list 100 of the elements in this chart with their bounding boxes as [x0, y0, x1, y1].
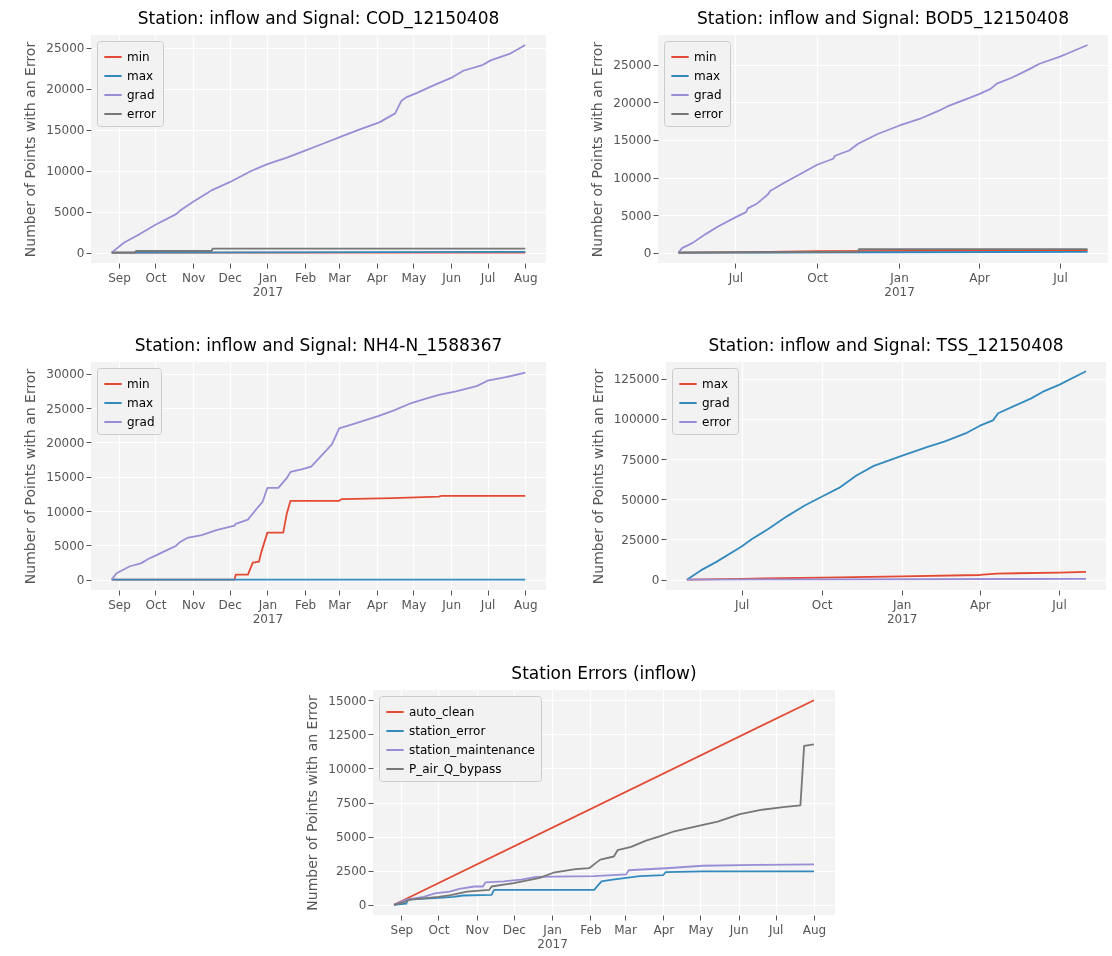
chart-title: Station: inflow and Signal: TSS_12150408 [708, 335, 1064, 356]
legend-label: error [694, 107, 724, 121]
y-tick-label: 7500 [335, 796, 367, 810]
x-tick-label: Aug [514, 597, 538, 612]
x-tick-label: Jul [479, 270, 496, 285]
x-tick-label: Sep [108, 597, 131, 612]
y-tick-label: 30000 [46, 367, 85, 382]
line-series [393, 743, 815, 906]
y-tick-label: 15000 [46, 123, 85, 138]
y-tick-label: 50000 [621, 492, 660, 507]
y-tick-label: 12500 [328, 727, 367, 742]
chart-title: Station: inflow and Signal: COD_12150408 [137, 8, 500, 29]
x-tick-label: Dec [502, 922, 526, 937]
x-tick-label: Nov [181, 270, 206, 285]
legend-label: error [127, 107, 157, 121]
legend-label: auto_clean [409, 705, 475, 719]
y-tick-label: 0 [651, 573, 660, 588]
y-tick-label: 25000 [46, 41, 85, 56]
y-tick-label: 25000 [621, 532, 660, 547]
x-tick-label: Jan 2017 [537, 922, 568, 951]
y-tick-label: 10000 [46, 164, 85, 179]
x-tick-label: Jul [1052, 270, 1068, 285]
x-tick-label: Oct [428, 922, 450, 937]
y-tick-label: 15000 [328, 693, 367, 708]
legend-label: grad [702, 396, 730, 410]
y-tick-label: 25000 [46, 401, 85, 416]
line-series [393, 870, 815, 906]
x-tick-label: Jul [767, 922, 784, 937]
x-tick-label: Sep [108, 270, 131, 285]
y-tick-label: 5000 [620, 208, 652, 223]
line-series [677, 44, 1089, 254]
y-tick-label: 15000 [46, 470, 85, 485]
legend-label: min [694, 50, 717, 64]
y-tick-label: 20000 [46, 82, 85, 97]
x-tick-label: Jun [728, 922, 749, 937]
y-tick-label: 5000 [335, 830, 367, 845]
y-tick-label: 0 [76, 573, 85, 588]
line-series [110, 44, 527, 254]
y-tick-label: 75000 [621, 452, 660, 467]
legend-label: grad [127, 415, 155, 429]
y-axis-title: Number of Points with an Error [589, 368, 606, 585]
x-tick-label: May [401, 597, 427, 612]
x-tick-label: Jul [727, 270, 744, 285]
x-tick-label: Aug [802, 922, 827, 937]
legend-label: P_air_Q_bypass [409, 762, 502, 776]
x-tick-label: Dec [218, 270, 242, 285]
y-tick-label: 10000 [328, 761, 367, 776]
legend-label: grad [127, 88, 155, 102]
line-series [685, 370, 1087, 581]
legend-label: max [702, 377, 729, 391]
line-series [110, 371, 527, 581]
x-tick-label: Mar [614, 922, 637, 937]
y-axis-title: Number of Points with an Error [304, 695, 321, 911]
x-tick-label: Jul [733, 597, 750, 612]
x-tick-label: Apr [969, 270, 990, 285]
x-tick-label: Jun [441, 270, 461, 285]
y-tick-label: 25000 [613, 58, 652, 73]
chart-title: Station: inflow and Signal: NH4-N_1588367 [134, 335, 503, 356]
legend-label: station_error [409, 724, 486, 738]
x-tick-label: May [688, 922, 714, 937]
legend-label: max [694, 69, 721, 83]
legend-label: station_maintenance [409, 743, 535, 757]
x-tick-label: Jul [479, 597, 496, 612]
y-axis-title: Number of Points with an Error [589, 41, 606, 258]
y-tick-label: 100000 [613, 412, 660, 427]
x-tick-label: Feb [580, 922, 602, 937]
x-tick-label: Jun [441, 597, 461, 612]
x-tick-label: Jan 2017 [252, 597, 284, 626]
y-tick-label: 0 [358, 898, 367, 913]
legend-label: max [127, 396, 154, 410]
y-tick-label: 2500 [335, 864, 367, 879]
x-tick-label: Jan 2017 [884, 270, 915, 299]
x-tick-label: Oct [807, 270, 829, 285]
x-tick-label: Apr [367, 597, 388, 612]
x-tick-label: May [401, 270, 427, 285]
legend-label: max [127, 69, 154, 83]
y-axis-title: Number of Points with an Error [22, 41, 39, 258]
x-tick-label: Aug [514, 270, 538, 285]
x-tick-label: Jul [1051, 597, 1067, 612]
y-tick-label: 0 [643, 246, 652, 261]
x-tick-label: Oct [145, 597, 167, 612]
y-tick-label: 20000 [613, 95, 652, 110]
x-tick-label: Sep [390, 922, 414, 937]
x-tick-label: Apr [367, 270, 388, 285]
y-tick-label: 10000 [46, 504, 85, 519]
x-tick-label: Oct [811, 597, 833, 612]
x-tick-label: Apr [653, 922, 675, 937]
x-tick-label: Mar [328, 597, 352, 612]
legend-label: min [127, 50, 150, 64]
y-tick-label: 10000 [613, 171, 652, 186]
chart-title: Station Errors (inflow) [511, 663, 697, 683]
x-tick-label: Dec [218, 597, 242, 612]
x-tick-label: Nov [465, 922, 489, 937]
x-tick-label: Oct [145, 270, 167, 285]
legend-label: min [127, 377, 150, 391]
x-tick-label: Feb [294, 597, 317, 612]
y-axis-title: Number of Points with an Error [22, 368, 39, 585]
y-tick-label: 125000 [613, 372, 660, 387]
y-tick-label: 20000 [46, 435, 85, 450]
x-tick-label: Nov [181, 597, 206, 612]
